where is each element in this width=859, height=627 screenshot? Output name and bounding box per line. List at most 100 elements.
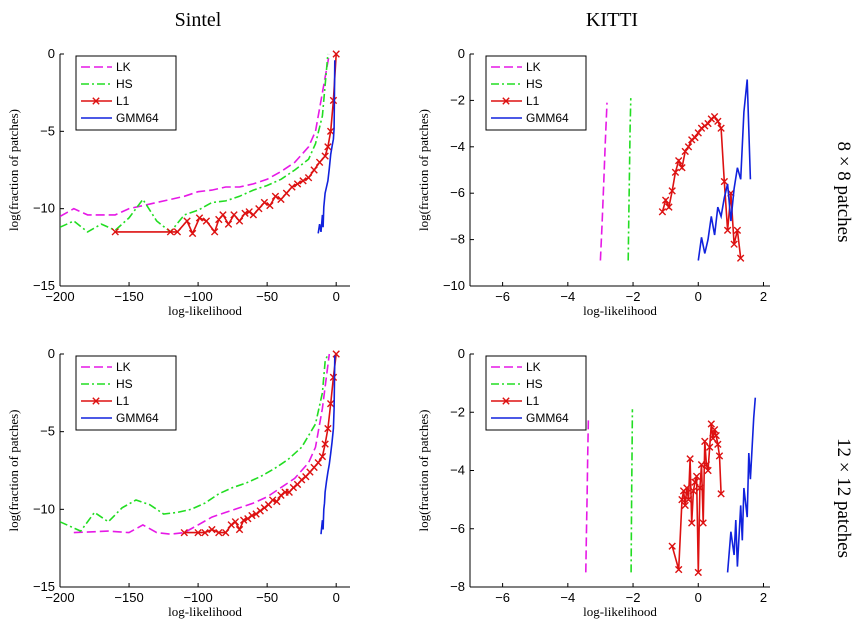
x-tick-label: −150: [114, 590, 143, 605]
data-point-marker: [230, 211, 238, 219]
y-tick-label: −2: [450, 92, 465, 107]
data-point-marker: [692, 472, 701, 481]
legend-label-hs: HS: [526, 377, 543, 391]
legend-marker: [502, 397, 510, 405]
data-point-marker: [231, 518, 240, 526]
data-point-marker: [268, 496, 277, 504]
data-point-marker: [314, 459, 322, 467]
x-tick-label: 0: [333, 590, 340, 605]
panel-kitti-12x12: −6 −4 −2 0 2 −8 −6 −4 −2 0 log-likelihood log(fract…: [416, 346, 770, 619]
data-point-marker: [326, 400, 335, 408]
series-line-gmm64: [317, 60, 336, 234]
data-point-marker: [208, 525, 216, 534]
series-line-hs: [60, 53, 329, 234]
data-point-marker: [704, 119, 712, 128]
data-point-marker: [277, 491, 285, 500]
data-point-marker: [691, 133, 699, 142]
legend-marker: [92, 97, 100, 105]
data-point-marker: [684, 495, 693, 504]
y-tick-label: −5: [40, 424, 55, 439]
data-point-marker: [696, 484, 704, 492]
y-tick-label: −5: [40, 123, 55, 138]
data-point-marker: [299, 177, 307, 185]
data-point-marker: [111, 228, 119, 236]
panel-sintel-12x12: −200 −150 −100 −50 0−15−10−50log-likelihoodl…: [6, 346, 350, 619]
series-line-lk: [73, 353, 331, 536]
legend-label-gmm64: GMM64: [116, 411, 159, 425]
x-tick-label: 0: [695, 289, 702, 304]
x-tick-label: −4: [560, 289, 575, 304]
data-point-marker: [202, 217, 211, 225]
data-point-marker: [315, 158, 324, 166]
data-point-marker: [675, 157, 683, 165]
series-line-lk: [585, 418, 590, 573]
y-tick-label: −2: [450, 404, 465, 419]
series-line-hs: [627, 98, 632, 261]
y-tick-label: −10: [33, 501, 55, 516]
data-point-marker: [235, 217, 244, 225]
legend: LK HS L1 GMM64: [485, 355, 587, 431]
data-point-marker: [712, 431, 720, 440]
data-point-marker: [245, 208, 253, 216]
series-line-gmm64: [320, 355, 336, 535]
data-point-marker: [710, 426, 719, 434]
data-point-marker: [222, 528, 230, 537]
panel-kitti-8x8: −6 −4 −2 0 2 −10 −8 −6 −4 −2 0 log-likelihood log(fr…: [416, 46, 770, 318]
data-point-marker: [710, 112, 719, 121]
y-tick-label: −8: [450, 232, 465, 247]
data-point-marker: [668, 187, 676, 195]
data-point-marker: [699, 519, 707, 527]
x-tick-label: −150: [114, 289, 143, 304]
data-point-marker: [252, 510, 260, 518]
data-point-marker: [324, 424, 332, 433]
data-point-marker: [255, 204, 263, 213]
series-line-hs: [60, 353, 329, 533]
data-point-marker: [694, 129, 702, 137]
x-axis-label: log-likelihood: [168, 303, 242, 318]
data-point-marker: [736, 254, 745, 262]
data-point-marker: [668, 542, 676, 550]
y-tick-label: 0: [48, 46, 55, 61]
data-point-marker: [714, 440, 722, 448]
data-point-marker: [723, 226, 732, 235]
x-tick-label: 2: [760, 289, 767, 304]
data-point-marker: [227, 521, 235, 529]
x-tick-label: −100: [183, 289, 212, 304]
data-point-marker: [271, 192, 280, 200]
data-point-marker: [195, 214, 204, 222]
x-tick-label: −6: [495, 289, 510, 304]
data-point-marker: [658, 208, 667, 216]
col-title-kitti: KITTI: [586, 9, 638, 31]
data-point-marker: [183, 217, 191, 225]
data-point-marker: [260, 504, 269, 512]
data-point-marker: [188, 229, 197, 238]
legend-label-gmm64: GMM64: [526, 411, 569, 425]
y-tick-label: −10: [33, 201, 55, 216]
data-point-marker: [241, 209, 249, 218]
x-tick-label: −200: [45, 289, 74, 304]
legend: LK HS L1 GMM64: [75, 55, 177, 131]
legend-label-lk: LK: [526, 60, 541, 74]
legend-label-l1: L1: [526, 394, 540, 408]
panel-sintel-8x8: −200 −150 −100 −50 0−15−10−50log-likelihoodl…: [6, 46, 350, 318]
data-point-marker: [671, 168, 680, 177]
data-point-marker: [326, 127, 335, 136]
data-point-marker: [194, 528, 202, 537]
data-point-marker: [720, 177, 729, 186]
data-point-marker: [675, 565, 683, 574]
y-tick-label: −15: [33, 579, 55, 594]
data-point-marker: [266, 201, 274, 210]
y-tick-label: −6: [450, 185, 465, 200]
data-point-marker: [702, 460, 711, 469]
legend-label-gmm64: GMM64: [526, 111, 569, 125]
data-point-marker: [219, 211, 227, 219]
data-point-marker: [324, 143, 332, 151]
data-point-marker: [686, 455, 694, 463]
data-point-marker: [249, 211, 258, 219]
data-point-marker: [273, 497, 281, 506]
data-point-marker: [201, 528, 209, 537]
data-point-marker: [173, 228, 182, 236]
x-axis-label: log-likelihood: [583, 604, 657, 619]
data-point-marker: [215, 528, 223, 537]
